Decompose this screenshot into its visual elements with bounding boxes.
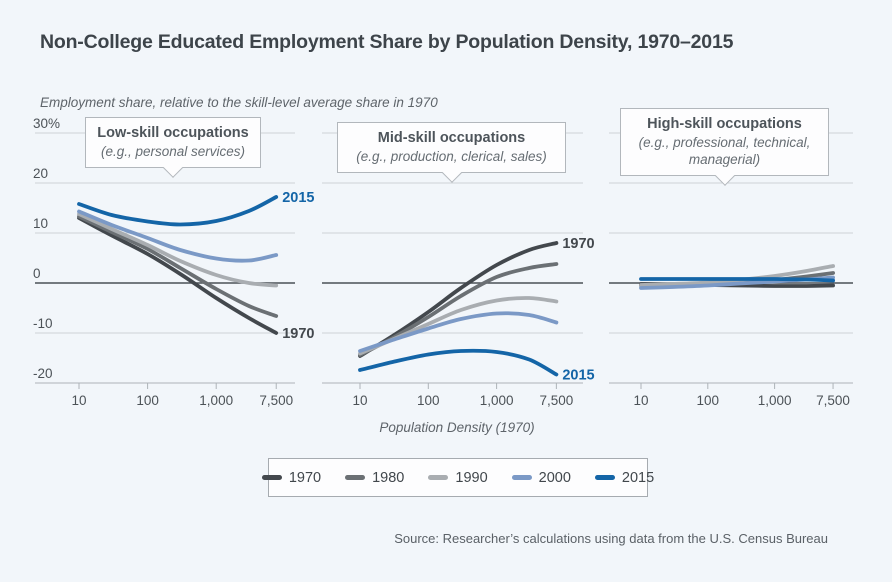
y-tick-label: 0 [33,266,41,281]
y-axis-note: Employment share, relative to the skill-… [40,95,438,110]
callout-subtitle: (e.g., personal services) [100,143,246,159]
panel-callout-mid-skill: Mid-skill occupations (e.g., production,… [337,122,566,173]
legend-swatch-1970 [261,475,282,480]
x-tick-label: 1,000 [480,393,514,408]
series-line-1990 [358,296,559,356]
legend-label: 2015 [621,469,655,486]
callout-title: Low-skill occupations [97,125,249,141]
line-end-label-2015: 2015 [562,368,594,384]
callout-title: High-skill occupations [647,116,802,132]
legend-swatch-1990 [428,475,449,480]
legend-label: 2000 [538,469,571,486]
callout-subtitle: (e.g., production, clerical, sales) [356,148,547,164]
legend-item: 1980 [345,470,404,486]
series-line-2015 [639,277,835,283]
x-tick-label: 100 [136,393,159,408]
legend-item: 1970 [261,469,322,486]
callout-subtitle: (e.g., professional, technical, manageri… [638,134,811,167]
x-tick-label: 10 [71,393,86,408]
series-line-2000 [358,311,559,353]
series-line-1980 [77,214,279,318]
legend-item: 1990 [428,469,488,486]
panel-callout-low-skill: Low-skill occupations (e.g., personal se… [85,117,261,168]
x-tick-label: 100 [697,393,720,408]
legend-label: 1970 [288,469,322,486]
series-line-1970 [77,216,279,335]
legend-label: 1980 [372,469,405,486]
x-axis-title: Population Density (1970) [379,420,535,435]
y-tick-label: -10 [33,316,53,331]
series-line-2000 [77,209,279,263]
chart-panel-2: 10 100 1,000 7,500 [609,132,853,408]
source-note: Source: Researcher’s calculations using … [394,531,828,546]
line-end-label-2015: 2015 [282,190,314,206]
line-end-label-1970: 1970 [562,236,594,252]
legend-label: 1990 [455,469,488,486]
y-tick-label: -20 [33,366,53,381]
y-tick-label: 10 [33,216,48,231]
legend-swatch-2000 [511,475,532,480]
x-tick-label: 7,500 [816,393,850,408]
x-tick-label: 1,000 [199,393,233,408]
x-tick-label: 7,500 [539,393,573,408]
series-line-1990 [77,212,279,288]
x-tick-label: 10 [633,393,648,408]
x-tick-label: 1,000 [758,393,792,408]
y-tick-label: 20 [33,166,48,181]
line-end-label-1970: 1970 [282,326,314,342]
x-tick-label: 100 [417,393,440,408]
legend-item: 2015 [594,469,655,486]
page-title: Non-College Educated Employment Share by… [40,31,734,53]
y-tick-label: 30% [33,116,60,131]
panel-callout-high-skill: High-skill occupations (e.g., profession… [620,108,829,177]
series-line-2015 [358,348,559,377]
x-tick-label: 7,500 [259,393,293,408]
series-line-2015 [77,195,279,227]
legend: 1970 1980 1990 2000 2015 [261,458,654,497]
legend-swatch-2015 [594,475,615,480]
x-tick-label: 10 [352,393,367,408]
legend-swatch-1980 [345,475,366,480]
callout-title: Mid-skill occupations [377,130,526,146]
legend-item: 2000 [511,469,571,486]
